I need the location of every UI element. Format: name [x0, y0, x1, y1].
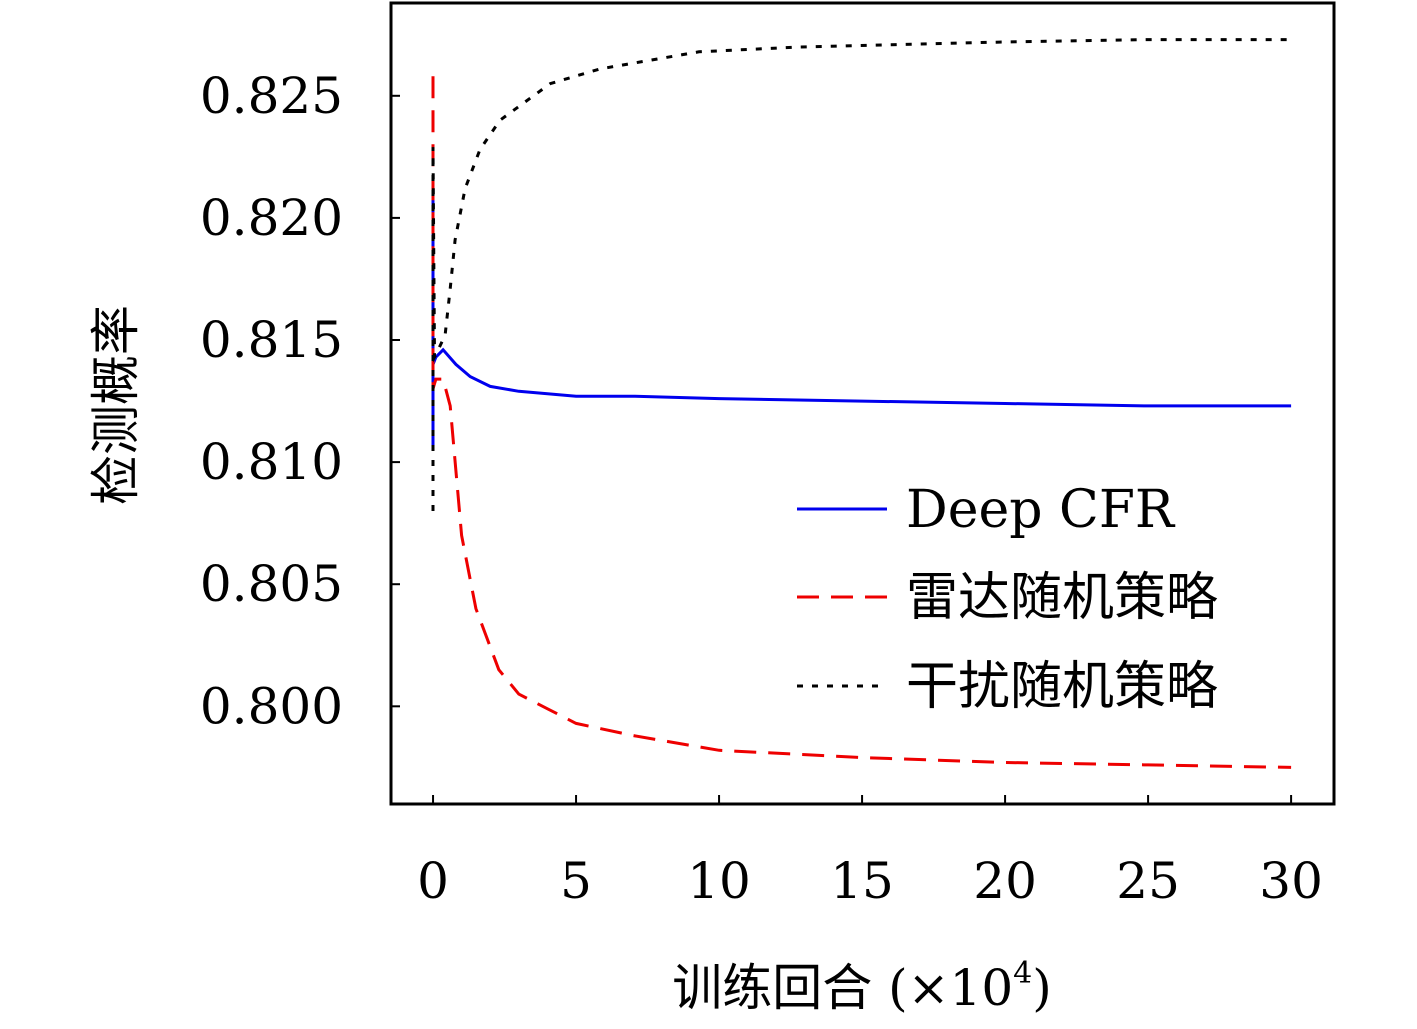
x-tick-label: 15 — [830, 852, 894, 910]
x-tick-label: 25 — [1116, 852, 1180, 910]
x-axis-label-main: 训练回合 (×10 — [672, 959, 1013, 1017]
series-line-2 — [431, 38, 1292, 511]
x-axis-label-close: ) — [1032, 959, 1052, 1017]
y-tick-label: 0.800 — [200, 677, 343, 735]
y-tick-label: 0.820 — [200, 189, 343, 247]
axis-ticks: 0 5 10 15 20 25 30 0.800 0.805 0.810 0.815 0.820 0.8… — [200, 67, 1323, 910]
y-tick-label: 0.805 — [200, 555, 343, 613]
x-tick-label: 20 — [973, 852, 1037, 910]
plot-lines — [431, 38, 1292, 769]
series-line-0 — [431, 181, 1292, 450]
x-tick-label: 5 — [560, 852, 592, 910]
x-axis-label: 训练回合 (×104) — [672, 956, 1052, 1017]
legend-label-0: Deep CFR — [906, 480, 1176, 540]
x-tick-label: 30 — [1259, 852, 1323, 910]
x-tick-label: 10 — [687, 852, 751, 910]
y-axis-label: 检测概率 — [87, 305, 145, 505]
series-line-1 — [431, 76, 1292, 769]
x-tick-label: 0 — [417, 852, 449, 910]
y-tick-label: 0.810 — [200, 433, 343, 491]
x-axis-label-exponent: 4 — [1013, 956, 1032, 991]
legend-label-1: 雷达随机策略 — [906, 568, 1218, 628]
y-tick-label: 0.815 — [200, 311, 343, 369]
legend-label-2: 干扰随机策略 — [906, 657, 1218, 717]
y-tick-label: 0.825 — [200, 67, 343, 125]
